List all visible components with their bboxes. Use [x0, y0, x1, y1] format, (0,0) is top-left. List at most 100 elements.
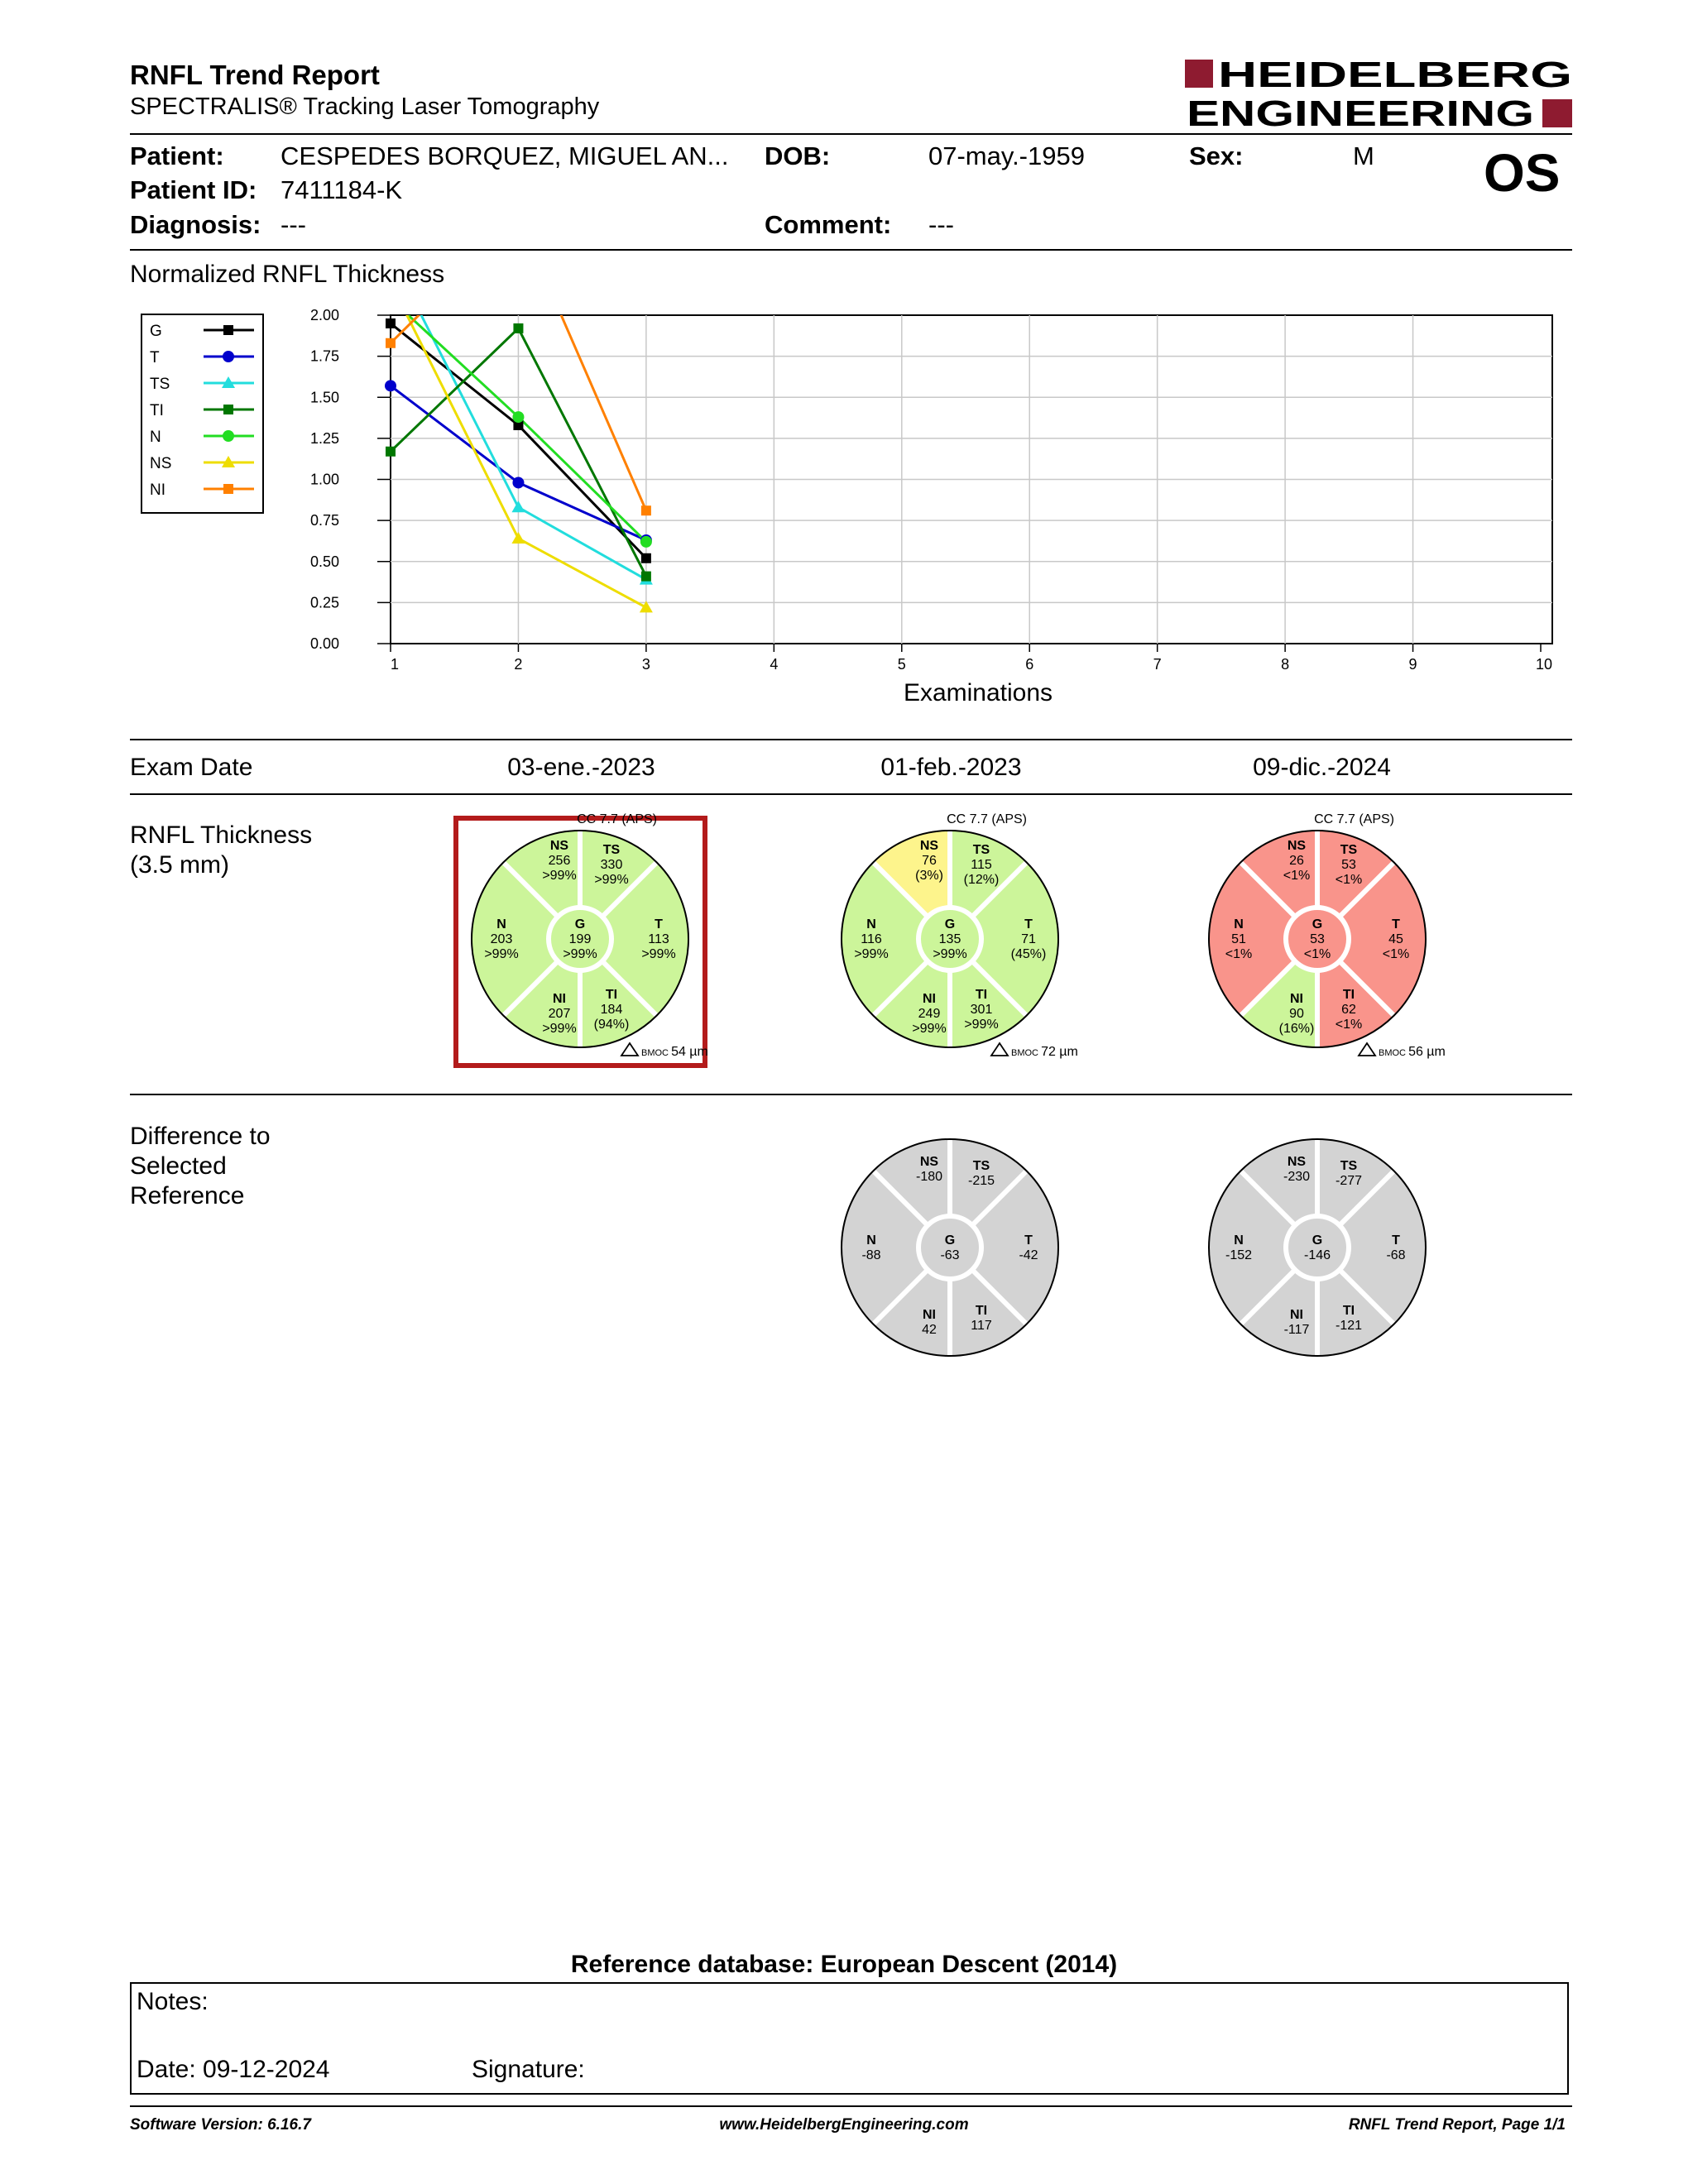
chart-divider	[130, 739, 1572, 740]
sector-value: 90	[1289, 1007, 1304, 1021]
sector-divider	[871, 1169, 930, 1228]
sector-label: N	[496, 917, 506, 932]
sector-value: -42	[1019, 1248, 1038, 1262]
sector-divider	[970, 959, 1029, 1018]
point-t	[385, 380, 396, 392]
point-ni	[386, 338, 396, 348]
x-tick-label: 7	[1153, 656, 1162, 673]
legend-label: G	[150, 323, 162, 340]
chart-grid	[390, 314, 1553, 644]
sector-n	[1209, 862, 1317, 1016]
logo-graphic: HEIDELBERG ENGINEERING	[1185, 55, 1572, 134]
website-link[interactable]: www.HeidelbergEngineering.com	[719, 2116, 969, 2134]
legend-label: NI	[150, 481, 165, 499]
chart-title: Normalized RNFL Thickness	[130, 261, 445, 288]
sector-value: 71	[1021, 932, 1036, 946]
sector-value: -63	[940, 1248, 959, 1262]
sector-label: TS	[603, 843, 621, 857]
sector-divider	[871, 860, 930, 919]
bmo-delta-icon	[1357, 1042, 1377, 1056]
y-tick-label: 0.25	[310, 594, 339, 611]
sector-percentile: <1%	[1225, 947, 1252, 961]
reference-database: Reference database: European Descent (20…	[570, 1951, 1118, 1978]
series-line-ni	[391, 315, 648, 511]
legend-marker	[222, 376, 235, 388]
sector-divider	[871, 959, 930, 1018]
notes-box	[130, 1982, 1569, 2095]
sector-divider	[1239, 959, 1297, 1018]
sector-percentile: (12%)	[964, 873, 1000, 887]
sector-value: 115	[971, 858, 992, 872]
legend-label: NS	[150, 455, 171, 472]
report-title: RNFL Trend Report	[130, 60, 380, 90]
x-axis-label: Examinations	[904, 679, 1053, 706]
sector-label: NI	[1290, 992, 1303, 1006]
x-tick-label: 6	[1025, 656, 1033, 673]
sector-percentile: (3%)	[915, 869, 943, 883]
sector-value: 135	[939, 932, 961, 946]
sector-divider	[600, 860, 659, 919]
sector-t	[1317, 1171, 1426, 1324]
point-n	[640, 535, 652, 548]
circle-outline	[841, 1138, 1059, 1357]
sector-percentile: <1%	[1304, 947, 1331, 961]
selected-reference-frame	[453, 816, 707, 1068]
point-t	[512, 477, 525, 489]
x-tick-label: 2	[514, 656, 522, 673]
point-ti	[640, 571, 651, 582]
sector-n	[842, 862, 950, 1016]
sector-value: 113	[648, 932, 669, 946]
point-g	[513, 419, 524, 430]
sex-value: M	[1353, 141, 1374, 170]
legend-marker	[223, 351, 234, 362]
sector-divider	[1337, 1267, 1396, 1326]
y-tick-label: 0.00	[310, 635, 339, 652]
logo-square-bottom	[1542, 99, 1572, 127]
sector-label: NS	[920, 1155, 939, 1169]
sector-value: 76	[922, 854, 937, 868]
rnfl-thickness-sublabel: (3.5 mm)	[130, 851, 229, 879]
sector-divider	[871, 1267, 930, 1326]
circle-outline	[1208, 830, 1427, 1048]
difference-label-3: Reference	[130, 1182, 245, 1209]
difference-circles: NS-180TS-215T-42TI117NI42N-88G-63NS-230T…	[841, 1138, 1427, 1357]
patient-id-label: Patient ID:	[130, 175, 257, 204]
sector-n	[1209, 1171, 1317, 1324]
sector-divider	[1239, 1267, 1297, 1326]
sector-value: -180	[916, 1170, 942, 1184]
difference-label-2: Selected	[130, 1152, 227, 1180]
sector-label: TS	[1340, 1159, 1358, 1173]
circle-outline	[841, 830, 1059, 1048]
sector-label: N	[866, 917, 876, 932]
eye-indicator: OS	[1484, 143, 1561, 203]
sector-value: 45	[1388, 932, 1403, 946]
sector-value: -88	[861, 1248, 880, 1262]
sector-label: TS	[973, 1159, 990, 1173]
sector-label: T	[1392, 917, 1400, 932]
rnfl-circle: NS256>99%TS330>99%T113>99%TI184(94%)NI20…	[471, 812, 708, 1059]
sector-value: 53	[1341, 858, 1356, 872]
legend-marker	[223, 405, 233, 414]
sector-percentile: >99%	[854, 947, 888, 961]
sector-label: NS	[1288, 839, 1307, 853]
sector-n	[842, 1171, 950, 1324]
bmo-delta-icon	[620, 1042, 640, 1056]
sex-label: Sex:	[1189, 141, 1244, 170]
patient-name: CESPEDES BORQUEZ, MIGUEL AN...	[281, 141, 729, 170]
comment-label: Comment:	[765, 210, 892, 239]
sector-percentile: >99%	[484, 947, 518, 961]
bmo-label: BMOC 56 µm	[1379, 1045, 1446, 1059]
exam-date-divider	[130, 793, 1572, 795]
sector-percentile: >99%	[933, 947, 966, 961]
sector-value: 330	[601, 858, 623, 872]
software-version: Software Version: 6.16.7	[130, 2116, 311, 2134]
sector-value: 117	[971, 1319, 992, 1333]
logo-square-top	[1185, 60, 1213, 88]
sector-percentile: <1%	[1336, 1018, 1362, 1032]
comment-value: ---	[928, 210, 954, 239]
exam-date-2: 01-feb.-2023	[880, 754, 1022, 781]
y-tick-label: 1.50	[310, 389, 339, 405]
legend-marker	[223, 484, 233, 494]
sector-percentile: >99%	[594, 873, 628, 887]
sector-value: -121	[1336, 1319, 1362, 1333]
